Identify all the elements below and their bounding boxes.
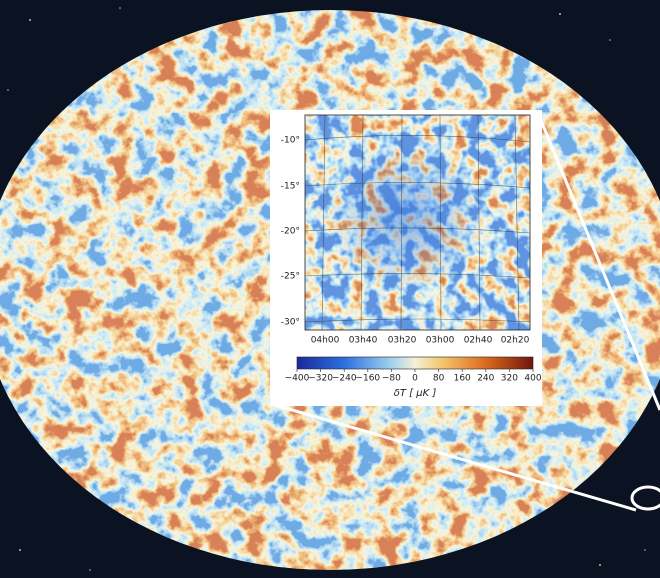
colorbar-tick-label: −160	[355, 374, 380, 384]
colorbar-tick-label: −240	[332, 374, 357, 384]
x-tick-label: 03h00	[426, 336, 455, 346]
cold-spot	[305, 115, 530, 330]
y-tick-label: -10°	[281, 136, 300, 146]
colorbar-tick-label: 320	[501, 374, 518, 384]
colorbar-tick-label: 400	[524, 374, 541, 384]
stars	[7, 7, 646, 571]
x-tick-label: 02h40	[464, 336, 493, 346]
y-tick-label: -25°	[281, 272, 300, 282]
y-tick-label: -30°	[281, 318, 300, 328]
colorbar-tick-label: 0	[412, 374, 418, 384]
inset-frame	[304, 114, 531, 331]
colorbar	[296, 356, 534, 370]
zoom-line	[538, 117, 660, 411]
zoom-line	[274, 403, 637, 512]
colorbar-tick-label: −400	[285, 374, 310, 384]
colorbar-tick-label: 160	[454, 374, 471, 384]
colorbar-tick-label: −80	[382, 374, 401, 384]
colorbar-tick-label: 240	[477, 374, 494, 384]
x-tick-label: 02h20	[501, 336, 530, 346]
x-tick-label: 03h40	[349, 336, 378, 346]
zoom-region	[630, 485, 660, 511]
colorbar-tick-label: 80	[433, 374, 445, 384]
colorbar-label: δT [ μK ]	[394, 388, 437, 399]
y-tick-label: -20°	[281, 227, 300, 237]
x-tick-label: 04h00	[311, 336, 340, 346]
coordinate-grid	[305, 115, 530, 330]
x-tick-label: 03h20	[388, 336, 417, 346]
inset-map	[305, 115, 530, 330]
colorbar-tick-label: −320	[308, 374, 333, 384]
y-tick-label: -15°	[281, 182, 300, 192]
